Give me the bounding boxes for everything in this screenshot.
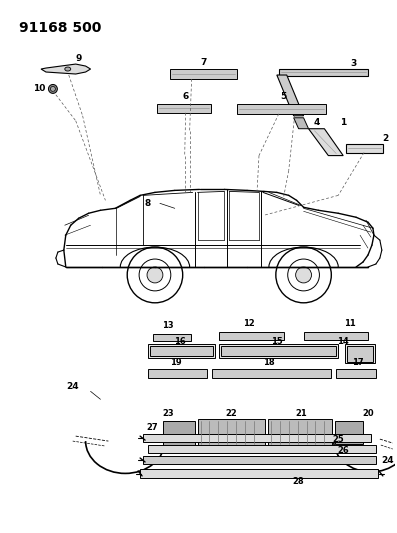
Text: 16: 16 xyxy=(174,337,186,346)
Bar xyxy=(157,104,212,113)
Text: 19: 19 xyxy=(170,358,181,367)
Text: 21: 21 xyxy=(296,409,307,418)
Text: 1: 1 xyxy=(340,118,346,127)
Text: 4: 4 xyxy=(313,118,320,127)
Bar xyxy=(336,369,376,378)
Text: 15: 15 xyxy=(271,337,283,346)
Bar xyxy=(268,419,332,446)
Text: 13: 13 xyxy=(162,321,173,330)
Bar xyxy=(148,369,208,378)
Bar xyxy=(304,332,368,340)
Bar xyxy=(237,104,326,114)
Bar xyxy=(220,344,338,358)
Text: 23: 23 xyxy=(162,409,173,418)
Polygon shape xyxy=(308,129,343,156)
Bar xyxy=(335,421,363,444)
Text: 91168 500: 91168 500 xyxy=(19,21,102,35)
Bar xyxy=(163,421,195,446)
Ellipse shape xyxy=(48,84,58,93)
Text: 26: 26 xyxy=(337,446,349,455)
Bar xyxy=(150,345,214,356)
Text: 18: 18 xyxy=(263,358,275,367)
Text: 20: 20 xyxy=(362,409,374,418)
Bar xyxy=(143,456,376,464)
Bar xyxy=(140,469,378,478)
Text: 9: 9 xyxy=(75,54,82,62)
Text: 25: 25 xyxy=(332,434,344,443)
Text: 28: 28 xyxy=(293,478,304,487)
Text: 7: 7 xyxy=(200,58,207,67)
Ellipse shape xyxy=(50,86,56,92)
Text: 14: 14 xyxy=(337,337,349,346)
Bar xyxy=(220,332,284,340)
Text: 11: 11 xyxy=(344,319,356,328)
Text: 22: 22 xyxy=(225,409,237,418)
Ellipse shape xyxy=(65,67,71,71)
Bar xyxy=(170,69,237,79)
Polygon shape xyxy=(294,118,308,129)
Text: 3: 3 xyxy=(350,59,356,68)
Text: 2: 2 xyxy=(383,134,389,143)
Bar xyxy=(143,434,371,442)
Text: 5: 5 xyxy=(281,92,287,101)
Text: 12: 12 xyxy=(243,319,255,328)
Text: 10: 10 xyxy=(33,84,45,93)
Bar xyxy=(153,334,191,341)
Polygon shape xyxy=(279,69,368,76)
Text: 27: 27 xyxy=(146,423,158,432)
Text: 6: 6 xyxy=(183,92,189,101)
Circle shape xyxy=(296,267,312,283)
Bar xyxy=(222,345,336,356)
Bar xyxy=(212,369,331,378)
Text: 24: 24 xyxy=(382,456,394,465)
Polygon shape xyxy=(41,64,91,74)
Bar xyxy=(148,344,216,358)
Bar xyxy=(198,419,265,446)
Text: 24: 24 xyxy=(66,382,79,391)
Circle shape xyxy=(147,267,163,283)
Polygon shape xyxy=(277,75,304,116)
Polygon shape xyxy=(346,144,383,152)
Bar xyxy=(345,344,375,364)
Text: 8: 8 xyxy=(145,199,151,208)
Bar xyxy=(347,345,373,361)
Text: 17: 17 xyxy=(352,358,364,367)
Bar xyxy=(148,445,376,453)
